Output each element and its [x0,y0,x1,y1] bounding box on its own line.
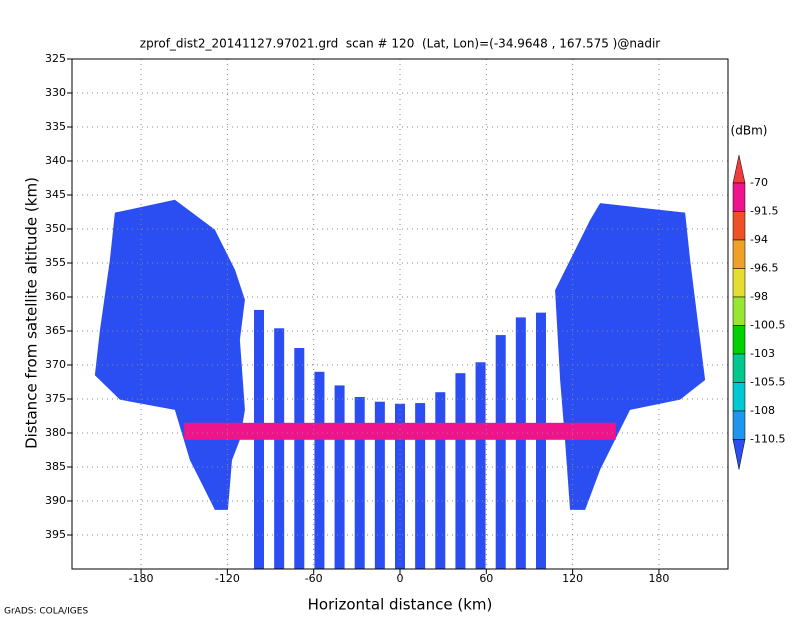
colorbar-swatch [732,325,746,355]
y-tick-label: 325 [45,52,66,65]
colorbar-swatch [732,154,746,184]
y-tick-label: 340 [45,154,66,167]
colorbar-label: -96.5 [750,262,778,275]
y-axis-label: Distance from satellite altitude (km) [23,177,41,449]
y-tick-label: 355 [45,256,66,269]
colorbar-label: -108 [750,404,775,417]
beam [495,335,506,569]
colorbar-unit: (dBm) [731,124,768,138]
x-tick-label: 0 [397,572,404,585]
colorbar-swatch [732,296,746,326]
y-tick-label: 345 [45,188,66,201]
x-tick-label: 120 [562,572,583,585]
y-tick-label: 365 [45,324,66,337]
colorbar-label: -91.5 [750,205,778,218]
beam [354,396,365,569]
y-tick-label: 380 [45,426,66,439]
colorbar-swatch [732,268,746,298]
chart-title: zprof_dist2_20141127.97021.grd scan # 12… [140,37,661,51]
colorbar-swatch [732,211,746,241]
y-tick-label: 360 [45,290,66,303]
x-tick-label: -180 [129,572,154,585]
echo-region [94,199,245,510]
footer: GrADS: COLA/IGES [4,607,88,617]
beam [455,373,466,569]
y-tick-label: 375 [45,392,66,405]
x-axis-label: Horizontal distance (km) [308,596,493,614]
plot-frame [71,58,729,570]
colorbar-label: -100.5 [750,319,785,332]
colorbar-label: -70 [750,176,768,189]
colorbar-label: -103 [750,347,775,360]
beam [334,385,345,569]
y-tick-label: 330 [45,86,66,99]
y-tick-label: 385 [45,460,66,473]
x-tick-label: 180 [648,572,669,585]
colorbar-swatch [732,182,746,212]
beam [274,328,285,569]
y-tick-label: 395 [45,528,66,541]
beam [435,392,446,569]
colorbar-swatch [732,239,746,269]
colorbar-swatch [732,439,746,470]
colorbar-swatch [732,382,746,412]
colorbar-swatch [732,353,746,383]
colorbar-label: -110.5 [750,433,785,446]
beam [475,362,486,569]
y-tick-label: 335 [45,120,66,133]
beam [294,348,305,569]
colorbar-swatch [732,410,746,440]
y-tick-label: 390 [45,494,66,507]
y-tick-label: 370 [45,358,66,371]
x-tick-label: 60 [479,572,493,585]
beam [374,401,385,569]
beam [515,317,526,569]
beam [535,312,546,569]
colorbar-label: -94 [750,233,768,246]
x-tick-label: -120 [215,572,240,585]
beam [395,403,405,569]
x-tick-label: -60 [305,572,323,585]
beam [314,371,325,569]
y-tick-label: 350 [45,222,66,235]
beam [415,403,426,569]
surface-echo [184,422,616,440]
echo-region [555,203,706,510]
colorbar-label: -105.5 [750,376,785,389]
colorbar-label: -98 [750,290,768,303]
